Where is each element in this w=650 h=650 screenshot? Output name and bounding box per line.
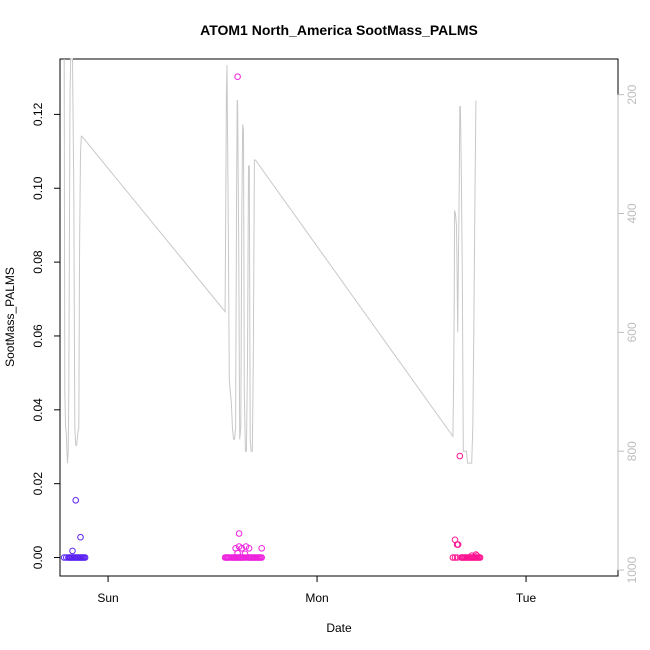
chart-title: ATOM1 North_America SootMass_PALMS [200,22,478,38]
data-point [69,547,76,555]
data-point [234,549,241,557]
y-tick-label: 0.00 [31,546,45,570]
y-tick-label: 0.04 [31,398,45,422]
x-tick-label: Sun [97,591,118,605]
y-tick-label: 0.02 [31,472,45,496]
data-point [81,554,89,561]
y-tick-label: 0.10 [31,176,45,200]
data-point [473,552,481,560]
data-point [238,545,246,552]
scatter-points-layer [60,73,484,561]
data-point [72,497,79,504]
data-point [241,550,249,558]
data-point [451,554,459,561]
data-point [235,530,243,537]
data-point [258,545,266,552]
pressure-line [63,58,477,464]
data-point [449,554,457,561]
x-axis-label: Date [326,621,352,635]
data-point [77,533,84,541]
y-tick-label: 0.08 [31,250,45,274]
pressure-line-layer [63,58,477,464]
y-tick-label: 0.12 [31,102,45,126]
secondary-tick-label: 1000 [625,556,639,583]
secondary-tick-label: 400 [625,203,639,223]
x-tick-label: Mon [305,591,328,605]
data-point [472,551,480,558]
plot-frame [59,58,619,577]
data-point [234,73,241,80]
secondary-tick-label: 600 [625,322,639,342]
data-point [454,541,462,548]
data-point [258,554,266,561]
y-tick-label: 0.06 [31,324,45,348]
data-point [456,452,464,460]
data-point [60,554,68,561]
x-tick-label: Tue [516,591,537,605]
axes-layer: Sun Mon Tue 0.00 0.02 0.04 0.06 0.08 0.10 0.12 200… [31,84,639,605]
y-axis-label: SootMass_PALMS [3,267,17,367]
secondary-tick-label: 800 [625,441,639,461]
secondary-tick-label: 200 [625,84,639,104]
data-point [245,545,253,552]
